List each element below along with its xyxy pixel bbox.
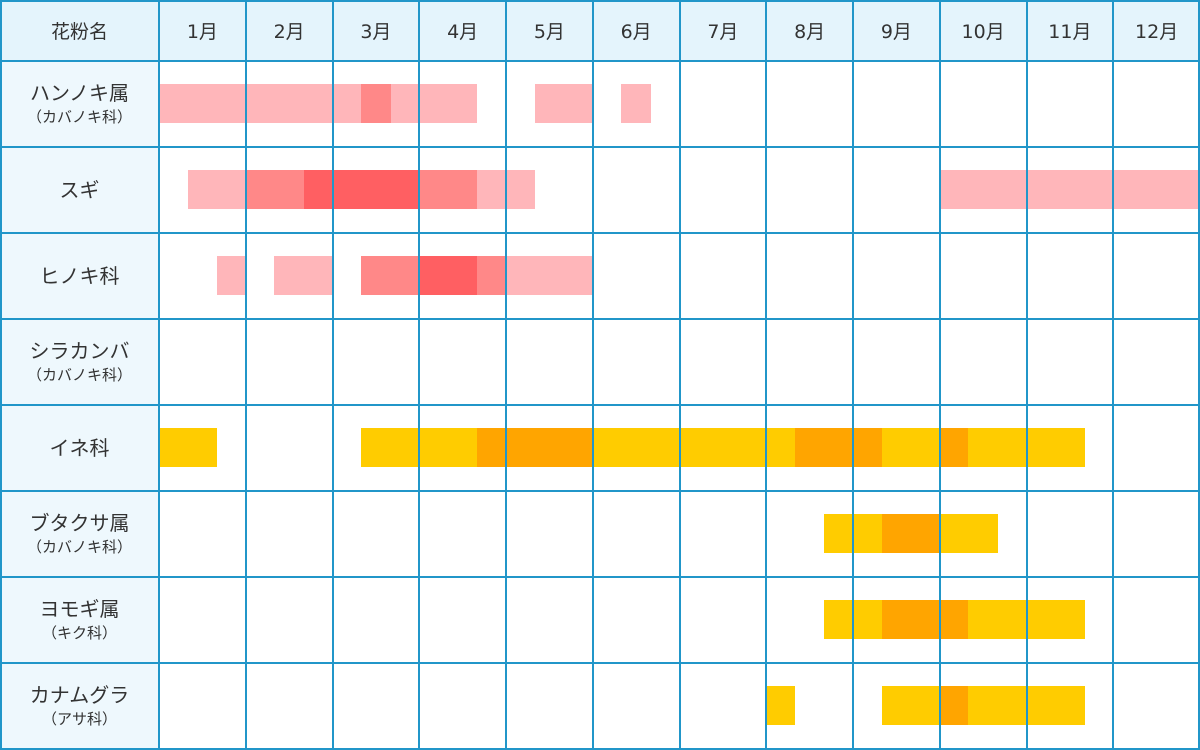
pollen-season-segment-light xyxy=(881,686,940,725)
pollen-season-segment-peak xyxy=(303,170,420,209)
month-label: 7月 xyxy=(707,21,739,43)
grid-line-horizontal xyxy=(0,748,1200,750)
month-label: 6月 xyxy=(620,21,652,43)
grid-line-horizontal xyxy=(0,60,1200,62)
month-label: 3月 xyxy=(360,21,392,43)
pollen-family: （アサ科） xyxy=(41,710,117,729)
pollen-row-label: カナムグラ （アサ科） xyxy=(0,663,159,749)
grid-line-vertical xyxy=(678,0,681,750)
pollen-row-label: ブタクサ属 （カバノキ科） xyxy=(0,491,159,577)
pollen-name: シラカンバ xyxy=(29,339,130,364)
pollen-row-label: スギ xyxy=(0,147,159,233)
month-label: 5月 xyxy=(533,21,565,43)
grid-line-vertical xyxy=(331,0,334,750)
grid-line-horizontal xyxy=(0,318,1200,320)
pollen-season-segment-peak xyxy=(939,686,969,725)
pollen-name: スギ xyxy=(59,177,100,202)
grid-line-vertical xyxy=(765,0,768,750)
pollen-season-segment-light xyxy=(881,428,940,467)
grid-line-vertical xyxy=(852,0,854,750)
pollen-row-label: シラカンバ （カバノキ科） xyxy=(0,319,159,405)
pollen-season-segment-light xyxy=(939,170,1200,209)
grid-line-horizontal xyxy=(0,490,1200,492)
pollen-season-segment-light xyxy=(592,428,795,467)
pollen-family: （カバノキ科） xyxy=(26,538,132,557)
pollen-season-segment-mid xyxy=(477,256,506,295)
month-label: 11月 xyxy=(1048,21,1092,43)
grid-line-horizontal xyxy=(0,662,1200,664)
month-label: 9月 xyxy=(880,21,912,43)
grid-line-vertical xyxy=(244,0,247,750)
grid-line-vertical xyxy=(418,0,421,750)
pollen-family: （キク科） xyxy=(41,624,117,643)
pollen-season-segment-light xyxy=(534,84,593,123)
grid-line-vertical xyxy=(1025,0,1028,750)
pollen-season-segment-peak xyxy=(939,428,969,467)
pollen-season-segment-peak xyxy=(794,428,882,467)
pollen-season-segment-light xyxy=(274,256,333,295)
grid-line-vertical xyxy=(591,0,594,750)
pollen-season-segment-light xyxy=(506,256,593,295)
grid-line-horizontal xyxy=(0,232,1200,234)
month-label: 8月 xyxy=(794,21,826,43)
pollen-row-label: ヒノキ科 xyxy=(0,233,159,319)
header-background xyxy=(0,0,1200,61)
pollen-season-segment-light xyxy=(159,84,362,123)
pollen-season-segment-light xyxy=(159,428,218,467)
pollen-name: イネ科 xyxy=(49,435,110,460)
pollen-season-segment-mid xyxy=(245,170,304,209)
pollen-name-header: 花粉名 xyxy=(50,21,108,43)
pollen-name: ハンノキ属 xyxy=(30,81,129,106)
grid-line-horizontal xyxy=(0,404,1200,406)
pollen-name: カナムグラ xyxy=(29,683,130,708)
pollen-season-segment-peak xyxy=(419,256,478,295)
pollen-season-segment-light xyxy=(217,256,246,295)
pollen-season-segment-light xyxy=(621,84,651,123)
grid-line-horizontal xyxy=(0,0,1200,2)
month-label: 4月 xyxy=(447,21,479,43)
grid-line-horizontal xyxy=(0,146,1200,148)
grid-line-vertical xyxy=(1112,0,1115,750)
pollen-row-label: ハンノキ属 （カバノキ科） xyxy=(0,61,159,147)
grid-line-horizontal xyxy=(0,576,1200,578)
month-label: 1月 xyxy=(186,21,218,43)
pollen-season-segment-peak xyxy=(881,600,969,639)
grid-line-vertical xyxy=(0,0,2,750)
pollen-name: ブタクサ属 xyxy=(29,511,130,536)
pollen-season-segment-peak xyxy=(881,514,940,553)
pollen-season-segment-light xyxy=(187,170,246,209)
pollen-name: ヨモギ属 xyxy=(39,597,120,622)
pollen-season-segment-mid xyxy=(361,84,391,123)
pollen-family: （カバノキ科） xyxy=(26,366,132,385)
grid-line-vertical xyxy=(938,0,941,750)
grid-line-vertical xyxy=(158,0,160,750)
pollen-family: （カバノキ科） xyxy=(26,108,132,127)
pollen-season-segment-mid xyxy=(419,170,478,209)
pollen-season-segment-mid xyxy=(361,256,420,295)
grid-line-vertical xyxy=(1198,0,1200,750)
grid-line-vertical xyxy=(505,0,507,750)
month-label: 2月 xyxy=(273,21,305,43)
pollen-season-segment-peak xyxy=(477,428,593,467)
pollen-season-segment-light xyxy=(766,686,795,725)
pollen-name: ヒノキ科 xyxy=(39,263,120,288)
month-label: 10月 xyxy=(961,21,1005,43)
pollen-row-label: ヨモギ属 （キク科） xyxy=(0,577,159,663)
pollen-season-segment-light xyxy=(939,514,998,553)
pollen-row-label: イネ科 xyxy=(0,405,159,491)
pollen-season-segment-light xyxy=(390,84,478,123)
month-label: 12月 xyxy=(1135,21,1179,43)
